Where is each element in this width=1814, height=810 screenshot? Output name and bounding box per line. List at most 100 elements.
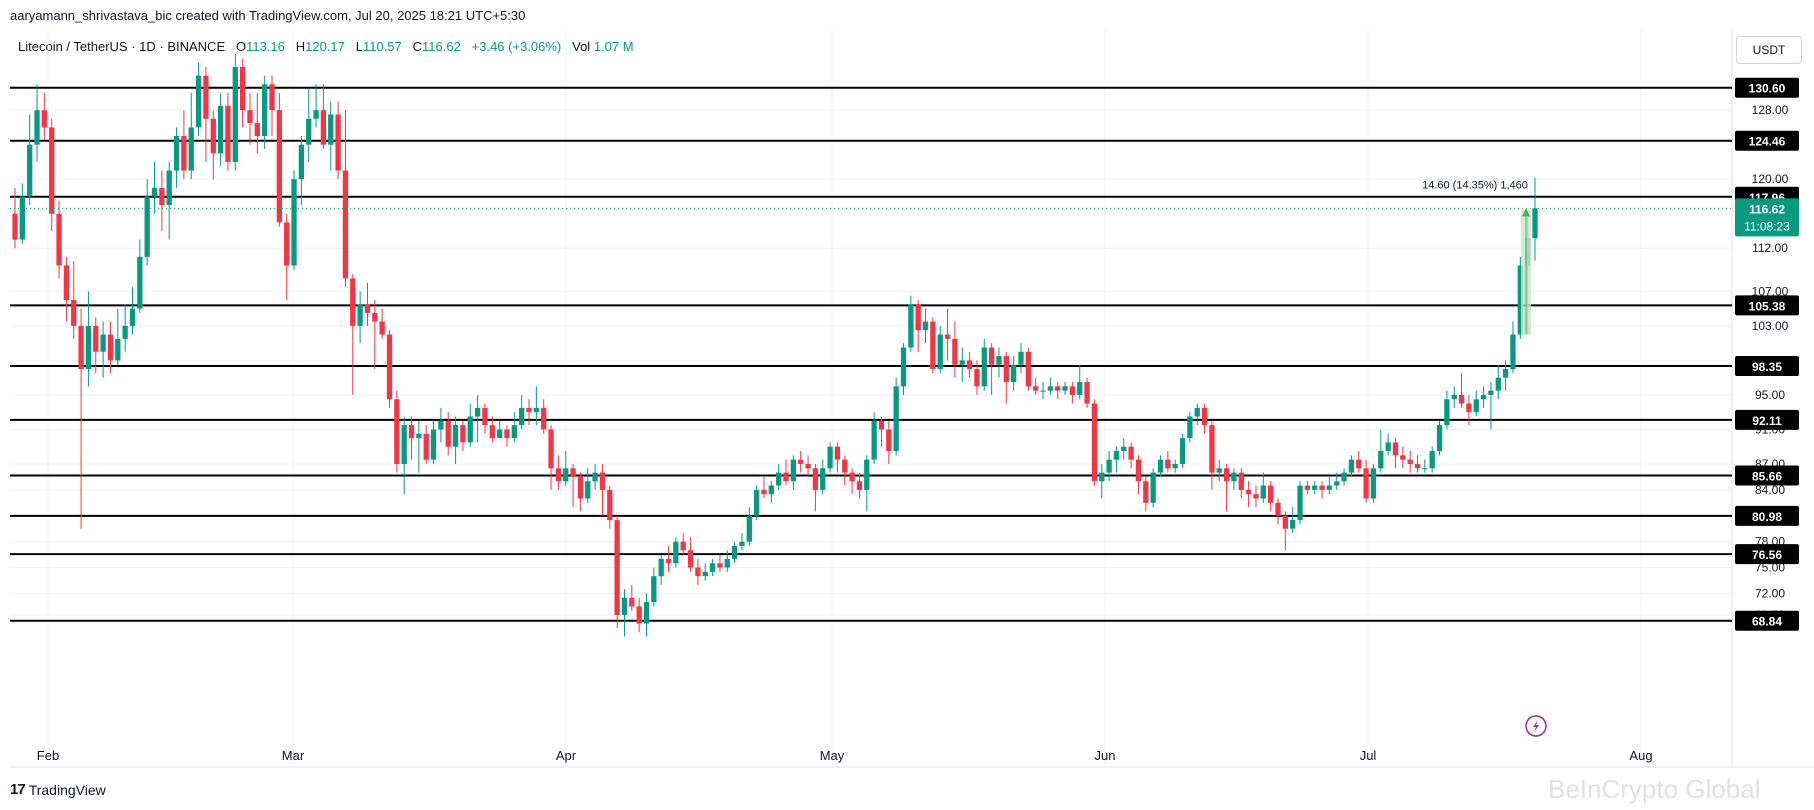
currency-button[interactable]: USDT <box>1736 36 1802 64</box>
candle[interactable] <box>511 412 517 443</box>
candle[interactable] <box>717 554 723 572</box>
candle[interactable] <box>1407 451 1413 473</box>
candle[interactable] <box>974 360 980 395</box>
candle[interactable] <box>276 92 282 227</box>
candle[interactable] <box>541 399 547 434</box>
candle[interactable] <box>195 62 202 137</box>
candle[interactable] <box>350 274 356 395</box>
tradingview-logo[interactable]: 17 TradingView <box>10 781 106 798</box>
candle[interactable] <box>555 455 562 490</box>
symbol-name[interactable]: Litecoin / TetherUS · 1D · BINANCE <box>18 39 226 54</box>
candle[interactable] <box>1326 476 1333 495</box>
candle[interactable] <box>1091 399 1098 486</box>
candle[interactable] <box>1319 481 1325 499</box>
candle[interactable] <box>959 347 965 382</box>
candle[interactable] <box>1025 347 1031 391</box>
candle[interactable] <box>695 558 701 585</box>
candle[interactable] <box>1238 468 1244 499</box>
candle[interactable] <box>438 407 444 443</box>
candle[interactable] <box>981 338 987 391</box>
candle[interactable] <box>1334 472 1340 490</box>
candle[interactable] <box>166 161 172 240</box>
candle[interactable] <box>1047 377 1054 395</box>
candle[interactable] <box>651 567 657 607</box>
candle[interactable] <box>805 455 811 477</box>
candle[interactable] <box>548 425 554 490</box>
candle[interactable] <box>1422 459 1428 473</box>
candle[interactable] <box>1113 446 1120 473</box>
candle[interactable] <box>915 300 921 352</box>
candle[interactable] <box>85 291 92 387</box>
candle[interactable] <box>1069 381 1076 404</box>
candle[interactable] <box>1444 390 1450 430</box>
candle[interactable] <box>776 463 782 490</box>
candle[interactable] <box>790 455 797 490</box>
candle[interactable] <box>1216 459 1222 482</box>
candle[interactable] <box>629 584 635 611</box>
candle[interactable] <box>952 321 958 378</box>
candle[interactable] <box>827 442 833 473</box>
candle[interactable] <box>203 67 209 162</box>
candle[interactable] <box>34 84 40 162</box>
candle[interactable] <box>328 101 334 171</box>
candle[interactable] <box>1282 511 1288 551</box>
candle[interactable] <box>416 420 422 473</box>
candle[interactable] <box>519 394 525 430</box>
candle[interactable] <box>100 321 106 378</box>
candle[interactable] <box>423 425 429 464</box>
candle[interactable] <box>798 451 804 473</box>
candle[interactable] <box>1312 481 1318 495</box>
candle[interactable] <box>284 213 290 301</box>
candle[interactable] <box>1165 451 1171 473</box>
candle[interactable] <box>504 425 510 447</box>
candle[interactable] <box>19 183 25 244</box>
candle[interactable] <box>533 386 539 426</box>
candle[interactable] <box>56 200 62 279</box>
candle[interactable] <box>1033 377 1039 395</box>
candle[interactable] <box>878 416 885 447</box>
candle[interactable] <box>680 533 686 555</box>
candle[interactable] <box>115 308 121 365</box>
candle[interactable] <box>1187 412 1193 443</box>
candle[interactable] <box>460 420 466 452</box>
candle[interactable] <box>1458 373 1465 408</box>
candle[interactable] <box>944 308 951 361</box>
candle[interactable] <box>306 88 312 162</box>
candle[interactable] <box>886 420 892 464</box>
candle[interactable] <box>372 300 378 370</box>
candle[interactable] <box>239 58 246 128</box>
candle[interactable] <box>232 54 238 171</box>
candle[interactable] <box>563 451 569 486</box>
candle[interactable] <box>1451 386 1457 408</box>
candle[interactable] <box>1473 390 1479 417</box>
candle[interactable] <box>78 308 84 529</box>
candle[interactable] <box>41 92 48 141</box>
candle[interactable] <box>937 325 943 374</box>
candle[interactable] <box>12 187 18 249</box>
candle[interactable] <box>1488 381 1494 430</box>
candle[interactable] <box>247 92 253 145</box>
candle[interactable] <box>849 468 855 495</box>
candle[interactable] <box>1466 394 1472 426</box>
candle[interactable] <box>1495 364 1501 400</box>
candle[interactable] <box>298 136 305 206</box>
candle[interactable] <box>1179 433 1186 469</box>
candle[interactable] <box>1253 485 1259 508</box>
candle[interactable] <box>1077 364 1083 400</box>
candle[interactable] <box>665 545 672 572</box>
candle[interactable] <box>269 75 275 137</box>
candle[interactable] <box>254 92 260 154</box>
candle[interactable] <box>900 343 907 395</box>
candle[interactable] <box>577 472 584 512</box>
candle[interactable] <box>1392 438 1399 469</box>
candle[interactable] <box>614 515 620 628</box>
candle[interactable] <box>820 459 826 495</box>
candle[interactable] <box>1018 343 1024 374</box>
candle[interactable] <box>1356 451 1362 473</box>
candle[interactable] <box>188 92 194 180</box>
candle[interactable] <box>1003 351 1009 404</box>
candle[interactable] <box>864 455 870 512</box>
candle[interactable] <box>342 110 349 288</box>
candle[interactable] <box>702 563 708 581</box>
candle[interactable] <box>452 416 459 464</box>
